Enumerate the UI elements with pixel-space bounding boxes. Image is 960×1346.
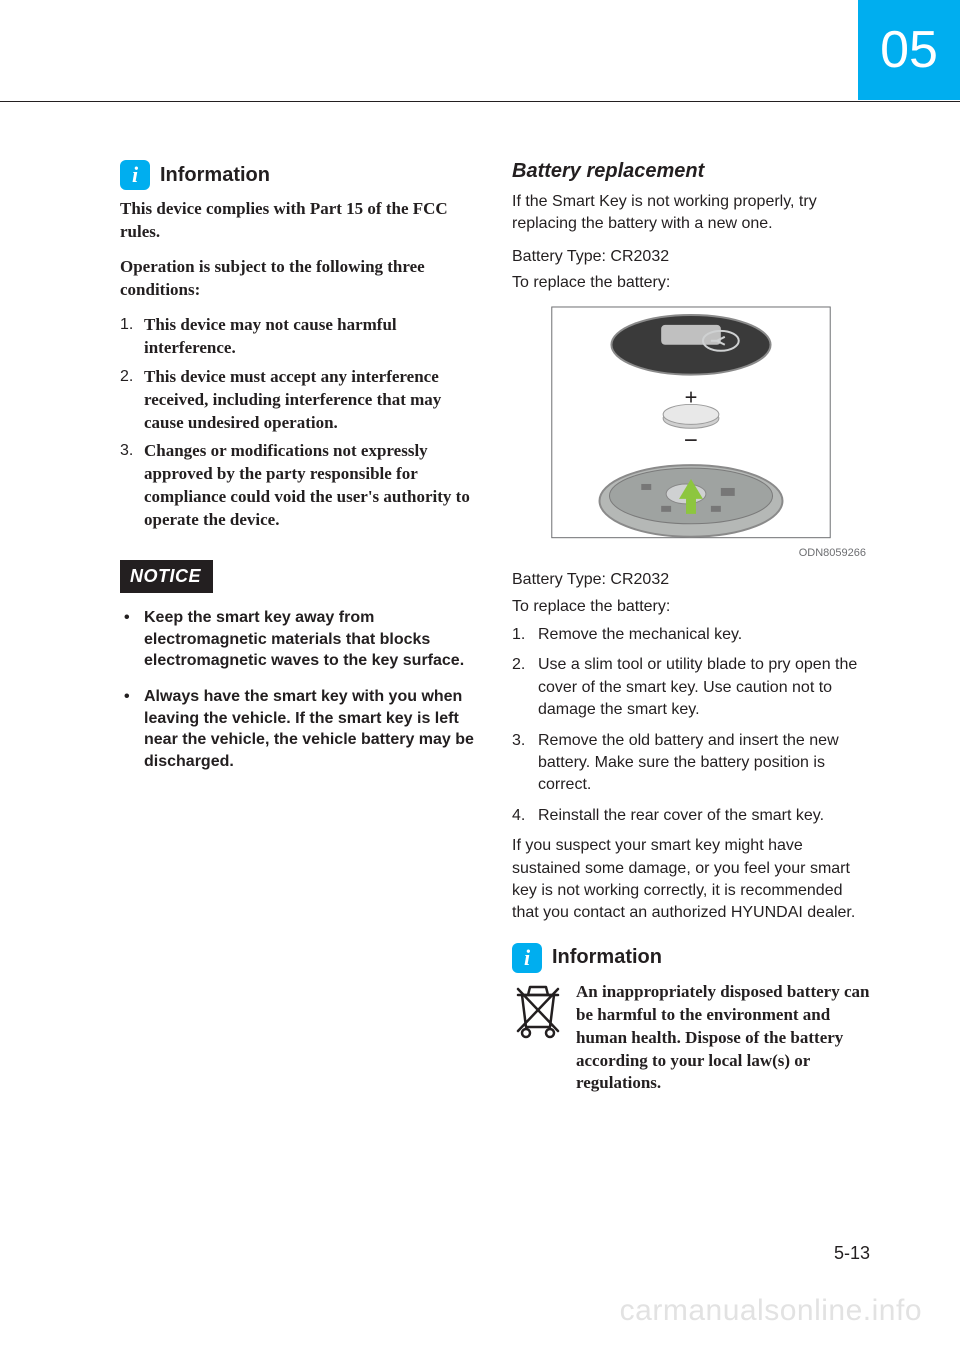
battery-replacement-heading: Battery replacement	[512, 160, 870, 183]
list-item: Keep the smart key away from electromagn…	[120, 607, 478, 672]
fcc-conditions-list: 1. This device may not cause harmful int…	[120, 314, 478, 532]
list-item: 2. This device must accept any interfere…	[120, 366, 478, 435]
fcc-conditions-intro: Operation is subject to the following th…	[120, 256, 478, 302]
body-paragraph: If the Smart Key is not working properly…	[512, 191, 870, 236]
battery-replacement-figure: + −	[512, 305, 870, 544]
battery-disposal-block: An inappropriately disposed battery can …	[512, 981, 870, 1096]
chapter-tab: 05	[858, 0, 960, 100]
list-number: 3.	[512, 730, 525, 752]
list-text: Reinstall the rear cover of the smart ke…	[538, 807, 824, 824]
body-paragraph: To replace the battery:	[512, 272, 870, 294]
body-paragraph: If you suspect your smart key might have…	[512, 835, 870, 925]
list-text: Remove the old battery and insert the ne…	[538, 732, 839, 794]
notice-label: NOTICE	[120, 560, 213, 593]
list-number: 2.	[512, 654, 525, 676]
information-header: i Information	[120, 160, 478, 190]
list-number: 1.	[512, 624, 525, 646]
list-number: 3.	[120, 440, 133, 462]
no-trash-bin-icon	[512, 981, 564, 1048]
minus-symbol: −	[684, 427, 698, 454]
left-column: i Information This device complies with …	[120, 160, 478, 1095]
list-item: 1. This device may not cause harmful int…	[120, 314, 478, 360]
battery-type-text: Battery Type: CR2032	[512, 569, 870, 591]
page-number: 5-13	[834, 1243, 870, 1264]
header-divider	[0, 101, 960, 102]
replacement-steps: 1. Remove the mechanical key. 2. Use a sli…	[512, 624, 870, 827]
list-number: 2.	[120, 366, 133, 388]
list-number: 1.	[120, 314, 133, 336]
right-column: Battery replacement If the Smart Key is …	[512, 160, 870, 1095]
list-text: Changes or modifications not expressly a…	[144, 441, 470, 529]
list-text: Use a slim tool or utility blade to pry …	[538, 656, 857, 718]
list-item: 1. Remove the mechanical key.	[512, 624, 870, 646]
info-icon: i	[512, 943, 542, 973]
smart-key-battery-svg: + −	[512, 305, 870, 544]
list-text: This device may not cause harmful interf…	[144, 315, 397, 357]
figure-caption: ODN8059266	[512, 547, 870, 559]
fcc-compliance-text: This device complies with Part 15 of the…	[120, 198, 478, 244]
list-text: Remove the mechanical key.	[538, 626, 742, 643]
list-text: This device must accept any interference…	[144, 367, 441, 432]
battery-type-text: Battery Type: CR2032	[512, 246, 870, 268]
information-header: i Information	[512, 943, 870, 973]
page-content: i Information This device complies with …	[120, 160, 870, 1095]
list-number: 4.	[512, 805, 525, 827]
info-icon: i	[120, 160, 150, 190]
list-item: 4. Reinstall the rear cover of the smart …	[512, 805, 870, 827]
information-title: Information	[160, 164, 270, 187]
list-item: 2. Use a slim tool or utility blade to pr…	[512, 654, 870, 721]
information-title: Information	[552, 946, 662, 969]
list-item: Always have the smart key with you when …	[120, 686, 478, 772]
notice-bullets: Keep the smart key away from electromagn…	[120, 607, 478, 772]
body-paragraph: To replace the battery:	[512, 596, 870, 618]
watermark: carmanualsonline.info	[620, 1294, 922, 1328]
list-item: 3. Changes or modifications not expressl…	[120, 440, 478, 532]
list-item: 3. Remove the old battery and insert the …	[512, 730, 870, 797]
disposal-text: An inappropriately disposed battery can …	[576, 981, 870, 1096]
